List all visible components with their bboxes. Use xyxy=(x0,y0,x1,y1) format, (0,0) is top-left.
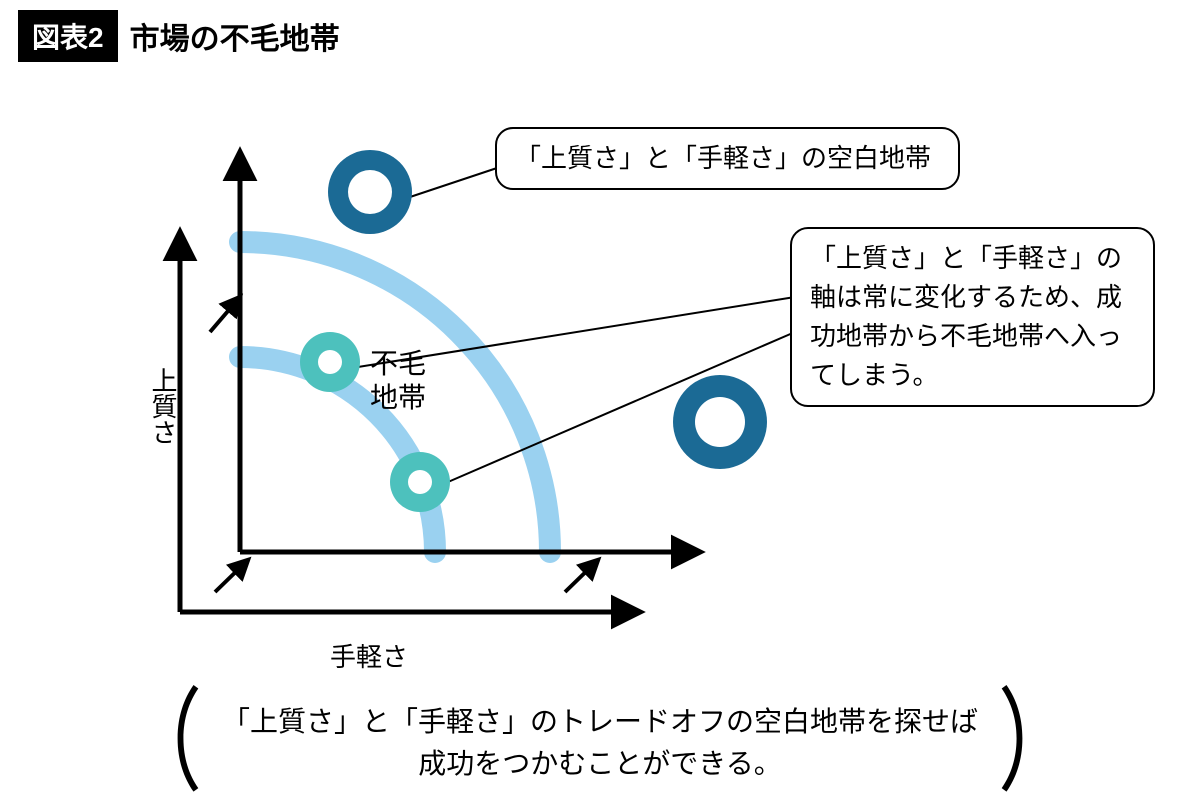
callout-shift-explanation: 「上質さ」と「手軽さ」の軸は常に変化するため、成功地帯から不毛地帯へ入ってしまう… xyxy=(790,227,1155,407)
diagram-area: 上質さ 手軽さ 不毛 地帯 「上質さ」と「手軽さ」の空白地帯 「上質さ」と「手軽… xyxy=(0,72,1200,672)
caption-line2: 成功をつかむことができる。 xyxy=(418,748,781,779)
paren-left-icon: （ xyxy=(122,687,202,799)
figure-title: 市場の不毛地帯 xyxy=(130,14,340,58)
callout-blank-zone-text: 「上質さ」と「手軽さ」の空白地帯 xyxy=(515,143,931,173)
caption-line1: 「上質さ」と「手軽さ」のトレードオフの空白地帯を探せば xyxy=(222,706,978,737)
paren-right-icon: ） xyxy=(998,687,1078,799)
callout-shift-text: 「上質さ」と「手軽さ」の軸は常に変化するため、成功地帯から不毛地帯へ入ってしまう… xyxy=(810,243,1122,390)
zone-label-line1: 不毛 xyxy=(370,348,426,379)
caption-text: 「上質さ」と「手軽さ」のトレードオフの空白地帯を探せば 成功をつかむことができる… xyxy=(202,701,998,785)
callout-blank-zone: 「上質さ」と「手軽さ」の空白地帯 xyxy=(495,127,960,190)
bottom-caption: （ 「上質さ」と「手軽さ」のトレードオフの空白地帯を探せば 成功をつかむことがで… xyxy=(60,701,1140,785)
zone-label-line2: 地帯 xyxy=(370,382,426,413)
zone-label: 不毛 地帯 xyxy=(370,347,426,414)
x-axis-label: 手軽さ xyxy=(330,637,408,674)
figure-header: 図表2 市場の不毛地帯 xyxy=(0,0,1200,72)
y-axis-label: 上質さ xyxy=(145,367,182,445)
figure-badge: 図表2 xyxy=(18,10,118,62)
